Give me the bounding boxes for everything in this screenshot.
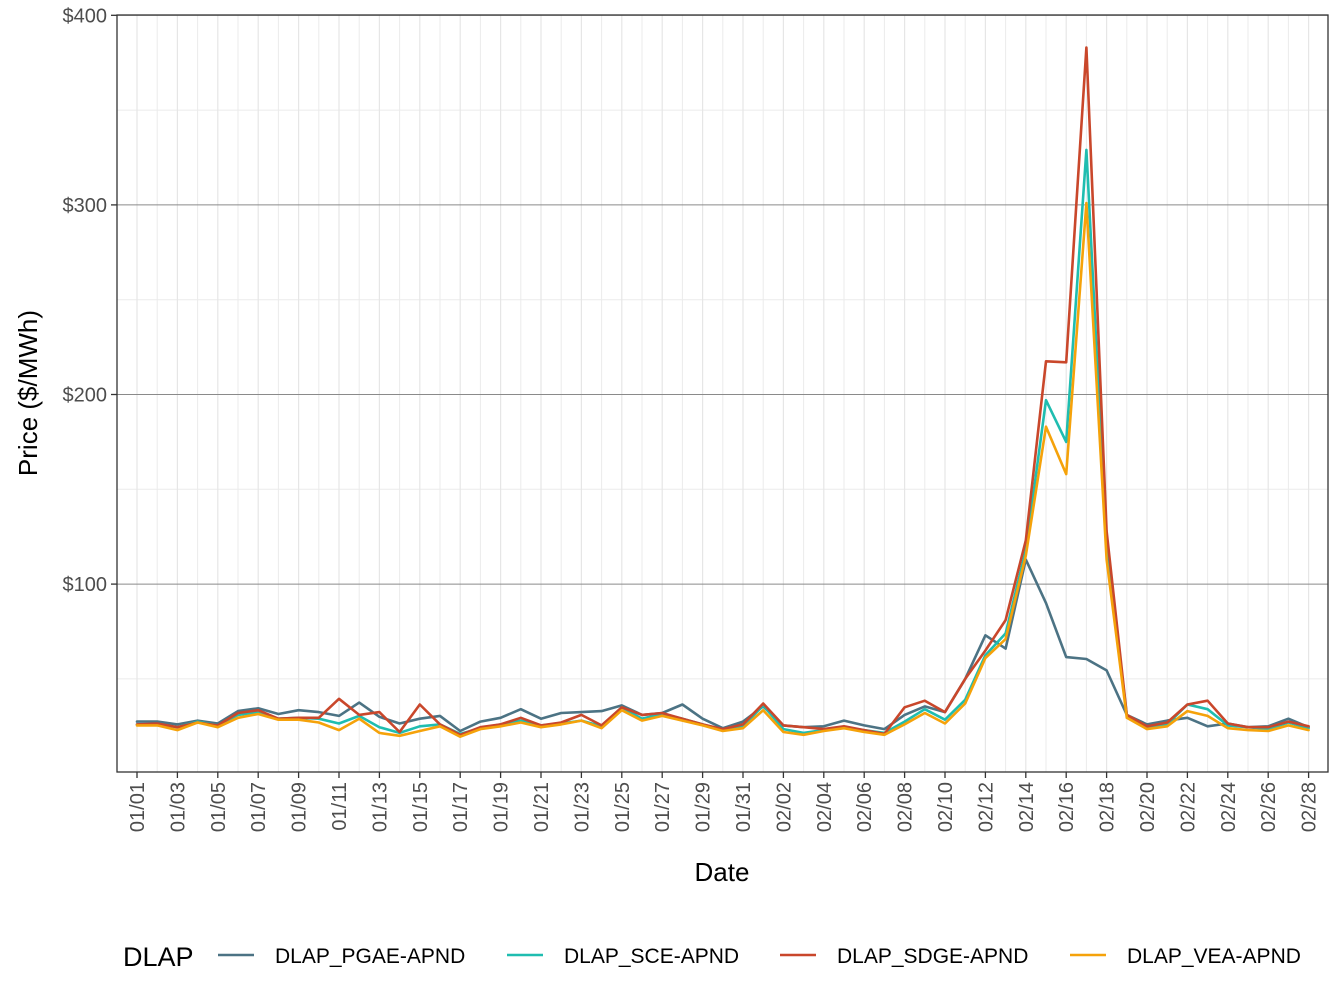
x-tick-label: 01/23 xyxy=(571,782,593,832)
x-tick-label: 01/01 xyxy=(127,782,149,832)
x-tick-label: 01/11 xyxy=(329,782,351,831)
y-tick-label: $200 xyxy=(63,385,108,407)
x-tick-label: 02/22 xyxy=(1177,782,1199,832)
legend-label: DLAP_PGAE-APND xyxy=(275,945,465,968)
legend: DLAP DLAP_PGAE-APND DLAP_SCE-APND DLAP_SDG… xyxy=(123,942,1301,972)
x-tick-label: 01/27 xyxy=(652,782,674,832)
x-tick-label: 02/12 xyxy=(975,782,997,832)
y-tick-label: $400 xyxy=(63,5,108,27)
legend-label: DLAP_SDGE-APND xyxy=(837,945,1028,968)
x-tick-label: 01/21 xyxy=(531,782,553,832)
x-tick-label: 02/16 xyxy=(1056,782,1078,832)
x-axis-title: Date xyxy=(695,857,750,887)
x-tick-label: 01/13 xyxy=(369,782,391,832)
x-tick-label: 01/07 xyxy=(248,782,270,832)
series-line-dlap-vea-apnd xyxy=(135,201,1310,739)
x-tick-label: 02/08 xyxy=(895,782,917,832)
x-tick-label: 01/05 xyxy=(208,782,230,832)
plot-panel-border xyxy=(116,14,1329,773)
x-tick-label: 02/02 xyxy=(773,782,795,832)
x-tick-label: 01/29 xyxy=(693,782,715,832)
x-tick-label: 02/26 xyxy=(1258,782,1280,832)
x-tick-label: 02/06 xyxy=(854,782,876,832)
y-axis-title: Price ($/MWh) xyxy=(13,310,43,476)
x-tick-label: 01/09 xyxy=(289,782,311,832)
x-tick-label: 01/25 xyxy=(612,782,634,832)
y-tick-label: $300 xyxy=(63,195,108,217)
x-tick-label: 02/10 xyxy=(935,782,957,832)
x-tick-label: 01/19 xyxy=(491,782,513,832)
legend-label: DLAP_SCE-APND xyxy=(564,945,739,968)
series-lines xyxy=(135,46,1310,739)
x-tick-label: 01/03 xyxy=(167,782,189,832)
y-axis: $100 $200 $300 $400 xyxy=(63,5,117,596)
x-axis: 01/01 01/03 01/05 01/07 01/09 01/11 01/13 01/15… xyxy=(127,772,1321,832)
y-tick-label: $100 xyxy=(63,574,108,596)
x-tick-label: 02/28 xyxy=(1299,782,1321,832)
x-tick-label: 02/20 xyxy=(1137,782,1159,832)
x-tick-label: 02/14 xyxy=(1016,782,1038,832)
x-tick-label: 02/18 xyxy=(1097,782,1119,832)
x-tick-label: 01/17 xyxy=(450,782,472,832)
legend-title: DLAP xyxy=(123,942,194,972)
series-line-dlap-sdge-apnd xyxy=(135,46,1310,737)
grid-lines xyxy=(117,14,1328,772)
legend-label: DLAP_VEA-APND xyxy=(1127,945,1301,968)
x-tick-label: 02/04 xyxy=(814,782,836,832)
x-tick-label: 01/31 xyxy=(733,782,755,832)
x-tick-label: 02/24 xyxy=(1218,782,1240,832)
x-tick-label: 01/15 xyxy=(410,782,432,832)
